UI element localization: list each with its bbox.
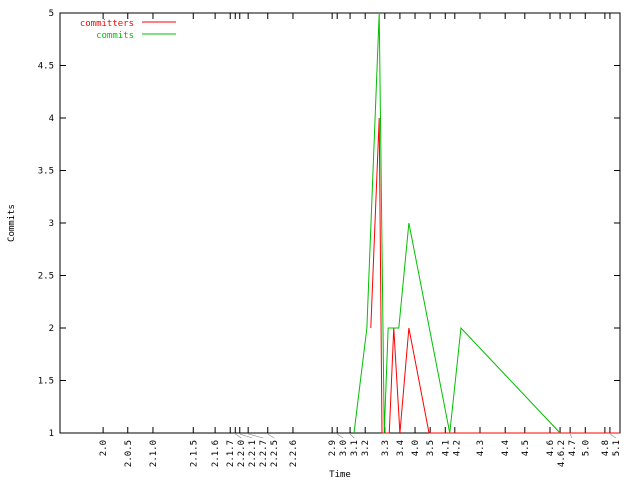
x-tick-label: 2.1.6 [211,440,221,467]
series-line-committers [370,117,620,434]
y-tick-label: 4 [49,114,54,124]
x-tick-label: 4.6.2 [557,440,567,467]
x-tick-label: 2.9 [328,440,338,456]
y-axis-label: Commits [7,204,17,242]
x-tick-label: 4.5 [521,440,531,456]
x-tick-label: 4.8 [601,440,611,456]
x-tick-label: 2.0.5 [124,440,134,467]
y-tick-label: 2.5 [38,272,54,282]
x-tick-label: 4.7 [568,440,578,456]
y-tick-label: 4.5 [38,62,54,72]
x-tick-label: 3.2 [361,440,371,456]
x-tick-label: 2.1.5 [189,440,199,467]
x-tick-label: 2.2.0 [237,440,247,467]
y-tick-label: 3 [49,219,54,229]
x-tick-label: 4.1 [441,440,451,456]
x-tick-leader [267,433,275,439]
x-tick-label: 4.4 [501,440,511,456]
x-tick-label: 3.0 [339,440,349,456]
x-tick-label: 5.0 [581,440,591,456]
y-tick-label: 3.5 [38,167,54,177]
y-tick-label: 1.5 [38,377,54,387]
x-tick-label: 4.3 [476,440,486,456]
x-axis-label: Time [329,470,351,480]
x-tick-leader [337,433,344,439]
series-line-commits [353,12,561,434]
x-tick-label: 3.5 [426,440,436,456]
x-tick-label: 2.0 [99,440,109,456]
x-tick-label: 3.3 [381,440,391,456]
x-tick-leader [349,433,355,439]
plot-border [59,12,621,434]
x-tick-label: 3.1 [350,440,360,456]
legend: committers commits [80,19,176,41]
x-tick-label: 2.1.7 [226,440,236,467]
x-tick-leader [239,433,253,439]
x-tick-label: 5.1 [612,440,622,456]
y-tick-label: 1 [49,429,54,439]
x-tick-label: 2.2.6 [289,440,299,467]
x-tick-label: 3.4 [396,440,406,456]
x-tick-label: 4.0 [411,440,421,456]
x-tick-label: 2.2.1 [248,440,258,467]
x-tick-label: 2.1.0 [149,440,159,467]
x-tick-label: 2.2.7 [259,440,269,467]
x-tick-label: 4.2 [452,440,462,456]
x-tick-label: 4.6 [546,440,556,456]
y-tick-label: 5 [49,9,54,19]
legend-label-committers: committers [80,19,134,29]
x-tick-leader [235,433,242,439]
legend-label-commits: commits [96,31,134,41]
x-tick-leader [609,433,617,439]
x-tick-leader [248,433,264,439]
y-tick-label: 2 [49,324,54,334]
x-tick-label: 2.2.5 [270,440,280,467]
x-tick-leader [569,433,573,439]
